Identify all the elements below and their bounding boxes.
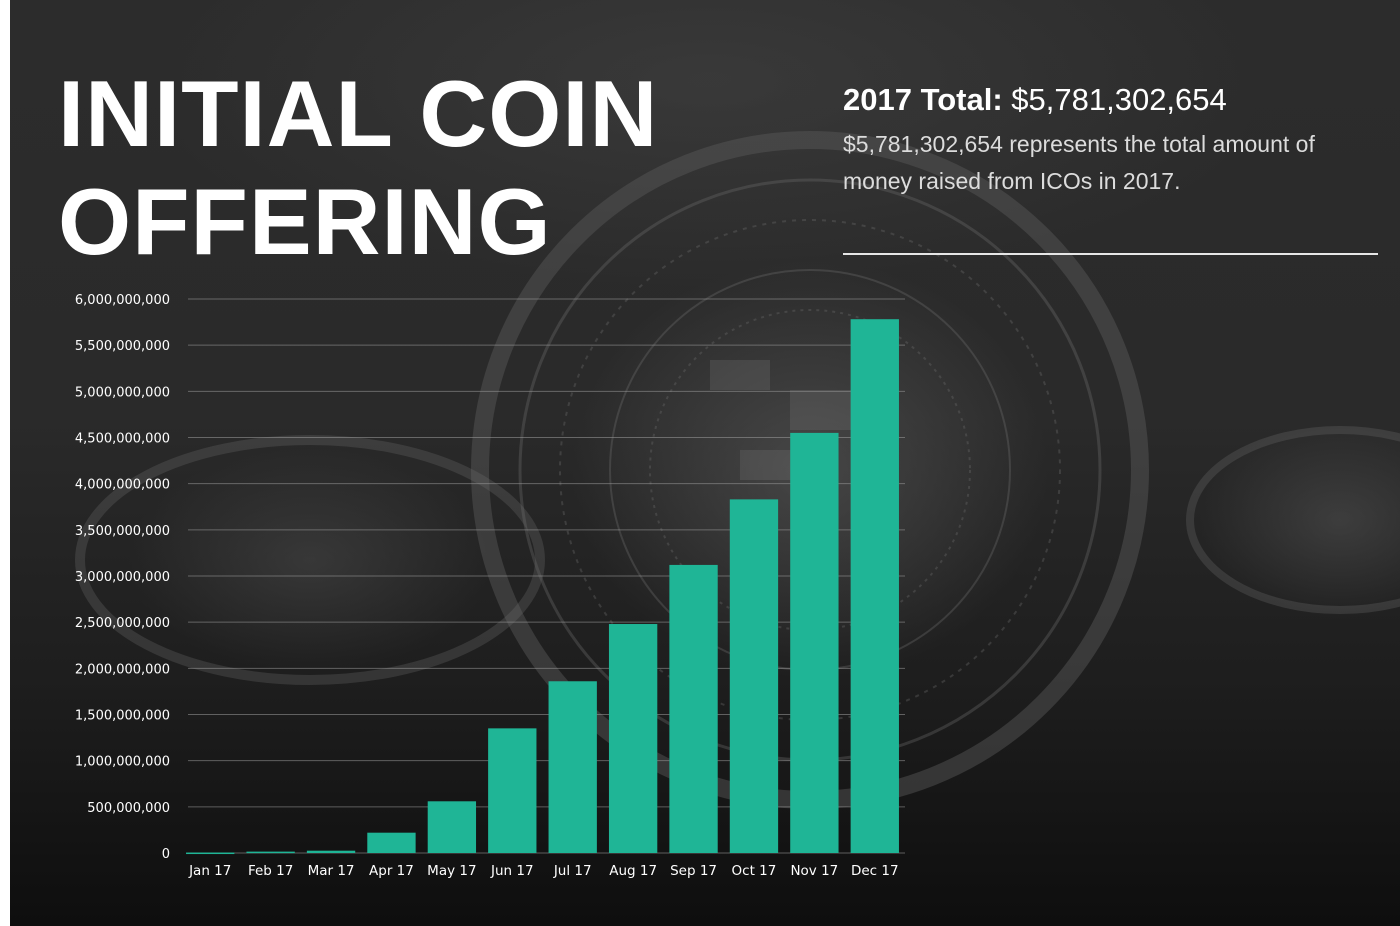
y-tick-label: 2,500,000,000 xyxy=(75,616,170,631)
bar xyxy=(367,832,416,853)
bar xyxy=(186,852,235,855)
bar xyxy=(488,728,537,853)
title-line-1: INITIAL COIN xyxy=(58,61,659,166)
gridlines xyxy=(188,298,905,854)
x-tick-label: May 17 xyxy=(427,863,476,879)
y-tick-label: 5,000,000,000 xyxy=(75,385,170,400)
bar xyxy=(427,801,477,853)
bar xyxy=(850,319,899,853)
x-tick-label: Aug 17 xyxy=(609,863,657,879)
bar xyxy=(306,850,356,853)
x-tick-label: Jun 17 xyxy=(490,863,534,879)
summary-divider xyxy=(843,253,1378,255)
y-tick-label: 4,500,000,000 xyxy=(75,432,170,447)
bar xyxy=(669,564,718,853)
x-tick-label: Jan 17 xyxy=(188,863,231,879)
summary-heading: 2017 Total: $5,781,302,654 xyxy=(843,80,1383,120)
summary-value: $5,781,302,654 xyxy=(1011,82,1227,117)
y-tick-label: 3,500,000,000 xyxy=(75,524,170,539)
y-tick-label: 1,500,000,000 xyxy=(75,709,170,724)
bar xyxy=(548,681,597,853)
x-tick-label: Sep 17 xyxy=(670,863,717,879)
summary-description: $5,781,302,654 represents the total amou… xyxy=(843,131,1315,194)
y-tick-label: 3,000,000,000 xyxy=(75,570,170,585)
y-tick-label: 4,000,000,000 xyxy=(75,478,170,493)
x-tick-label: Oct 17 xyxy=(732,863,777,879)
y-tick-label: 0 xyxy=(162,847,170,862)
bar xyxy=(608,624,658,853)
x-tick-label: Nov 17 xyxy=(790,863,838,879)
y-tick-label: 1,000,000,000 xyxy=(75,755,170,770)
x-tick-label: Dec 17 xyxy=(851,863,899,879)
bar xyxy=(246,851,295,854)
title-line-2: OFFERING xyxy=(58,169,552,274)
y-tick-label: 5,500,000,000 xyxy=(75,339,170,354)
x-tick-label: Mar 17 xyxy=(308,863,355,879)
bar xyxy=(790,432,839,853)
x-axis-tick-labels: Jan 17 Feb 17 Mar 17 Apr 17 May 17 Jun 17 Jul … xyxy=(188,863,899,879)
y-tick-label: 6,000,000,000 xyxy=(75,293,170,308)
y-tick-label: 2,000,000,000 xyxy=(75,662,170,677)
page-title: INITIAL COIN OFFERING xyxy=(58,60,658,276)
y-axis-tick-labels: 0 500,000,000 1,000,000,000 1,500,000,000 2,… xyxy=(75,293,170,862)
infographic-panel: INITIAL COIN OFFERING 2017 Total: $5,781… xyxy=(10,0,1400,926)
total-summary: 2017 Total: $5,781,302,654 $5,781,302,65… xyxy=(843,80,1383,200)
bar xyxy=(729,499,779,853)
x-tick-label: Apr 17 xyxy=(369,863,414,879)
x-tick-label: Jul 17 xyxy=(553,863,592,879)
ico-bar-chart: 0 500,000,000 1,000,000,000 1,500,000,000 2,… xyxy=(75,293,905,879)
x-tick-label: Feb 17 xyxy=(248,863,293,879)
summary-label: 2017 Total: xyxy=(843,82,1003,117)
bars xyxy=(186,319,899,855)
y-tick-label: 500,000,000 xyxy=(87,801,170,816)
